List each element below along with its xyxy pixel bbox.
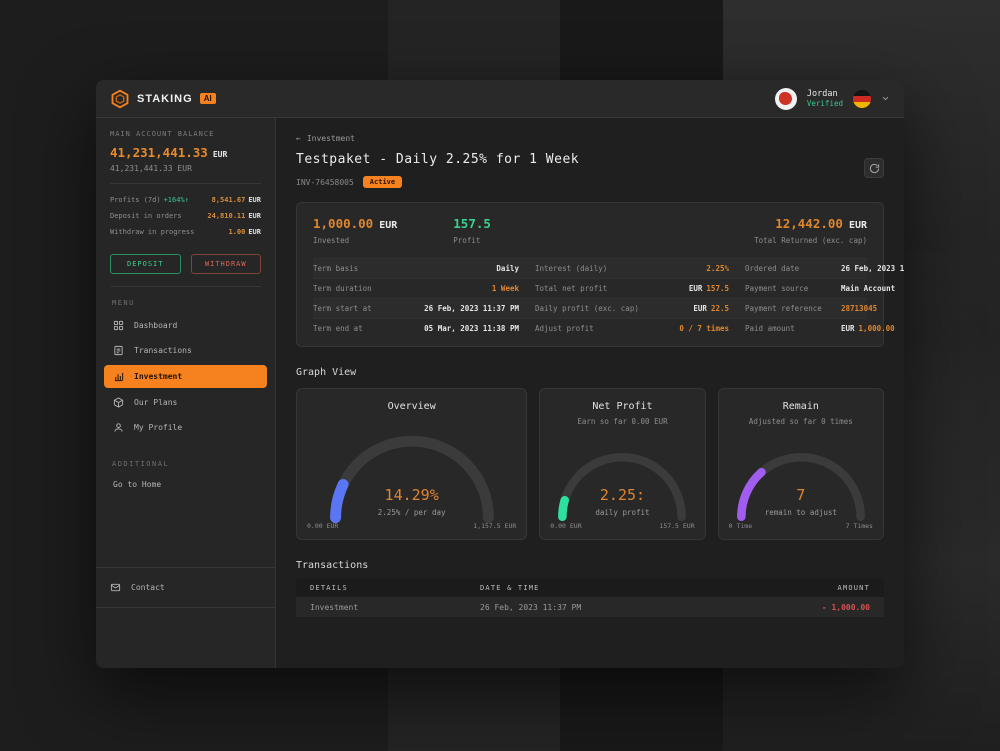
go-to-home-link[interactable]: Go to Home [113, 480, 162, 489]
brand-logo[interactable]: STAKING AI [110, 89, 216, 109]
graph-view-heading: Graph View [296, 367, 357, 378]
profit-value: 157.5 [453, 216, 491, 231]
sidebar-item-transactions[interactable]: Transactions [104, 338, 267, 363]
language-flag-germany[interactable] [853, 89, 871, 108]
back-to-investment-link[interactable]: ← Investment [296, 134, 355, 143]
additional-section: ADDITIONAL Go to Home [96, 444, 275, 495]
overview-value: 14.29% [384, 486, 439, 504]
deposit-button[interactable]: DEPOSIT [110, 254, 181, 274]
additional-label: ADDITIONAL [112, 460, 170, 468]
invested-block: 1,000.00 EUR Invested [313, 216, 398, 245]
main-content: ← Investment Testpaket - Daily 2.25% for… [276, 118, 904, 668]
sidebar: MAIN ACCOUNT BALANCE 41,231,441.33 EUR 4… [96, 118, 276, 668]
verified-badge: Verified [806, 99, 843, 109]
stat-profits-7d: Profits (7d) +164%↑ 8,541.67 EUR [110, 192, 261, 208]
contact-item[interactable]: Contact [96, 567, 275, 608]
gauge-card-remain: Remain Adjusted so far 0 times 7 remain … [717, 388, 884, 540]
stat-deposit-in-orders: Deposit in orders 24,810.11 EUR [110, 212, 261, 220]
divider [110, 286, 261, 287]
net-profit-gauge [558, 453, 687, 522]
profit-delta: +164%↑ [163, 196, 189, 204]
dashboard-icon [113, 320, 124, 331]
sidebar-item-investment[interactable]: Investment [104, 365, 267, 388]
balance-currency: EUR [212, 150, 228, 159]
investment-details-table: Term basis Daily Interest (daily) 2.25% … [313, 258, 904, 338]
transactions-heading: Transactions [296, 560, 369, 571]
chevron-down-icon[interactable] [881, 94, 890, 103]
transactions-header: DETAILS DATE & TIME AMOUNT [296, 579, 884, 597]
detail-row: Term duration 1 Week Total net profit EU… [313, 278, 895, 298]
detail-row: Term end at 05 Mar, 2023 11:38 PM Adjust… [313, 318, 895, 338]
gauge-card-overview: Overview 14.29% 2.25% / per day 0.00 EUR… [296, 388, 528, 540]
balance-secondary: 41,231,441.33 EUR [110, 164, 192, 173]
refresh-icon [869, 163, 880, 174]
balance-amount: 41,231,441.33 [110, 145, 208, 160]
envelope-icon [110, 582, 121, 593]
transactions-icon [113, 345, 124, 356]
user-info[interactable]: Jordan Verified [807, 89, 843, 109]
staking-logo-icon [110, 89, 130, 109]
menu-label: MENU [112, 299, 135, 307]
sidebar-item-dashboard[interactable]: Dashboard [104, 313, 267, 338]
balance-section: MAIN ACCOUNT BALANCE 41,231,441.33 EUR 4… [96, 118, 275, 183]
topbar: STAKING AI Jordan Verified [96, 80, 904, 118]
page-title: Testpaket - Daily 2.25% for 1 Week [296, 152, 580, 167]
remain-gauge [736, 453, 865, 522]
plans-icon [113, 397, 124, 408]
balance-label: MAIN ACCOUNT BALANCE [110, 130, 215, 138]
refresh-button[interactable] [864, 158, 884, 178]
balance-stats: Profits (7d) +164%↑ 8,541.67 EUR Deposit… [96, 184, 275, 248]
investment-summary-card: 1,000.00 EUR Invested 157.5 Profit 12, [296, 202, 904, 347]
ai-badge: AI [199, 93, 216, 104]
sidebar-footer-space [96, 608, 275, 668]
total-returned-block: 12,442.00 EUR Total Returned (exc. cap) [754, 216, 867, 245]
overview-gauge [329, 435, 494, 524]
menu: MENU Dashboard Transactions [96, 287, 275, 444]
transactions-table: DETAILS DATE & TIME AMOUNT Investment 26… [296, 579, 884, 617]
returned-value: 12,442.00 [775, 216, 843, 231]
sidebar-item-our-plans[interactable]: Our Plans [104, 390, 267, 415]
transaction-amount: - 1,000.00 [821, 602, 870, 612]
gauge-card-net-profit: Net Profit Earn so far 0.00 EUR 2.25: da… [539, 388, 706, 540]
status-badge: Active [362, 176, 403, 188]
withdraw-button[interactable]: WITHDRAW [190, 254, 261, 274]
sidebar-item-my-profile[interactable]: My Profile [104, 415, 267, 440]
user-avatar[interactable] [774, 87, 797, 110]
avatar-image [779, 92, 793, 105]
detail-row: Term start at 26 Feb, 2023 11:37 PM Dail… [313, 298, 877, 318]
investment-icon [113, 371, 124, 382]
remain-value: 7 [796, 486, 806, 504]
divider [110, 183, 261, 184]
app-window: STAKING AI Jordan Verified MAIN ACCOUNT … [96, 80, 904, 668]
user-name: Jordan [806, 88, 838, 99]
profit-block: 157.5 Profit [453, 216, 491, 245]
stat-withdraw-in-progress: Withdraw in progress 1.00 EUR [110, 228, 261, 236]
invoice-reference: INV-76458005 [296, 177, 354, 187]
transaction-row: Investment 26 Feb, 2023 11:37 PM - 1,000… [296, 597, 884, 617]
invested-value: 1,000.00 [313, 216, 374, 231]
brand-name: STAKING [137, 92, 193, 105]
profile-icon [113, 422, 124, 433]
net-profit-value: 2.25: [599, 486, 646, 504]
detail-row: Term basis Daily Interest (daily) 2.25% … [313, 258, 904, 278]
back-arrow-icon: ← [296, 134, 301, 143]
